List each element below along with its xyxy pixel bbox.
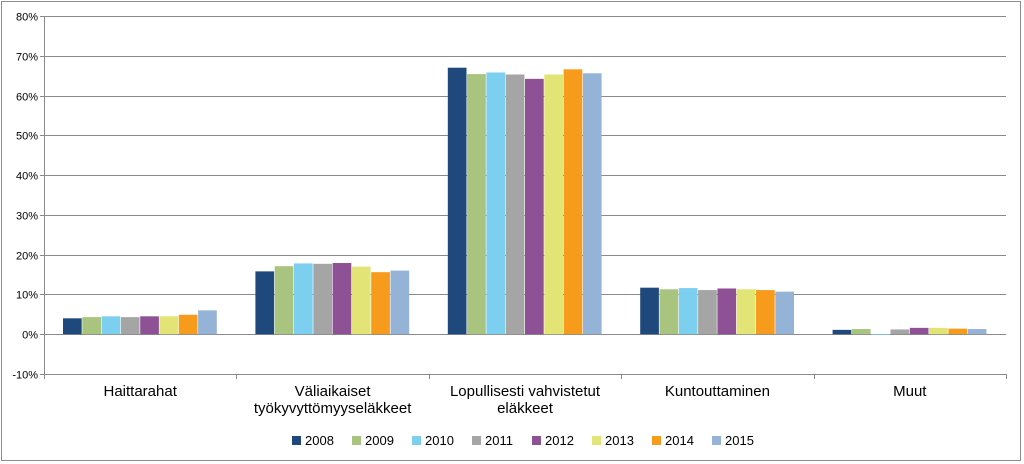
y-tick-label: 50%	[16, 131, 38, 143]
bar	[313, 263, 332, 335]
bar	[890, 329, 910, 335]
bar	[486, 72, 506, 335]
y-tick-label: 20%	[16, 251, 38, 263]
legend-swatch	[292, 436, 301, 445]
bar	[120, 317, 140, 335]
bar	[274, 266, 294, 335]
bar	[698, 290, 717, 335]
category-label: Muut	[893, 383, 927, 400]
y-tick-label: -10%	[12, 370, 38, 382]
bar	[929, 327, 948, 335]
gridlines	[44, 16, 1006, 375]
bar	[525, 78, 544, 335]
legend-swatch	[412, 436, 421, 445]
bar	[717, 288, 737, 335]
bar	[871, 334, 890, 336]
category-label: Kuntouttaminen	[665, 383, 770, 400]
legend-label: 2011	[485, 433, 513, 448]
bar	[63, 318, 82, 335]
legend-swatch	[592, 436, 601, 445]
bar	[101, 316, 121, 335]
bar	[659, 289, 679, 335]
legend-swatch	[712, 436, 721, 445]
bar	[159, 316, 179, 335]
bars	[63, 67, 987, 336]
legend: 2008 2009 2010 2011 2012 2013 2014 2015	[292, 433, 754, 448]
y-tick-label: 60%	[16, 92, 38, 104]
legend-label: 2013	[605, 433, 634, 448]
category-label: Väliaikaiset	[295, 383, 372, 400]
bar	[967, 329, 987, 335]
category-label: Haittarahat	[104, 383, 178, 400]
bar	[775, 291, 794, 335]
legend-label: 2010	[425, 433, 454, 448]
bar	[756, 290, 775, 335]
legend-label: 2014	[665, 433, 694, 448]
bar	[505, 74, 525, 335]
bar	[198, 310, 217, 335]
bar	[948, 328, 968, 335]
y-tick-label: 80%	[16, 12, 38, 24]
bar	[140, 316, 159, 335]
bar	[832, 329, 852, 335]
legend-label: 2015	[725, 433, 754, 448]
legend-swatch	[532, 436, 541, 445]
bar	[851, 329, 871, 335]
bar	[544, 74, 563, 335]
bar	[371, 272, 390, 335]
bar	[909, 327, 929, 335]
bar	[563, 69, 583, 335]
y-tick-label: 30%	[16, 211, 38, 223]
y-axis: -10% 0% 10% 20% 30% 40% 50% 60% 70% 80%	[12, 12, 45, 382]
bar	[678, 288, 698, 335]
y-tick-label: 0%	[22, 330, 38, 342]
bar	[351, 266, 371, 335]
y-tick-label: 10%	[16, 290, 38, 302]
legend-swatch	[472, 436, 481, 445]
bar	[736, 289, 756, 335]
legend-label: 2009	[365, 433, 394, 448]
legend-label: 2008	[305, 433, 334, 448]
legend-swatch	[652, 436, 661, 445]
bar	[294, 263, 313, 335]
bar	[332, 263, 352, 335]
x-axis: Haittarahat Väliaikaisettyökyvyttömyyselä…	[44, 374, 1007, 417]
category-label: työkyvyttömyyseläkkeet	[254, 400, 412, 417]
bar	[255, 271, 275, 335]
bar	[390, 270, 410, 335]
bar	[178, 314, 198, 335]
bar	[582, 73, 602, 335]
bar	[82, 317, 101, 335]
y-tick-label: 70%	[16, 52, 38, 64]
bar	[447, 67, 467, 335]
category-label: Lopullisesti vahvistetut	[450, 383, 601, 400]
y-tick-label: 40%	[16, 171, 38, 183]
legend-swatch	[352, 436, 361, 445]
category-label: eläkkeet	[497, 400, 554, 417]
legend-label: 2012	[545, 433, 574, 448]
bar	[640, 287, 659, 335]
bar	[467, 74, 486, 335]
